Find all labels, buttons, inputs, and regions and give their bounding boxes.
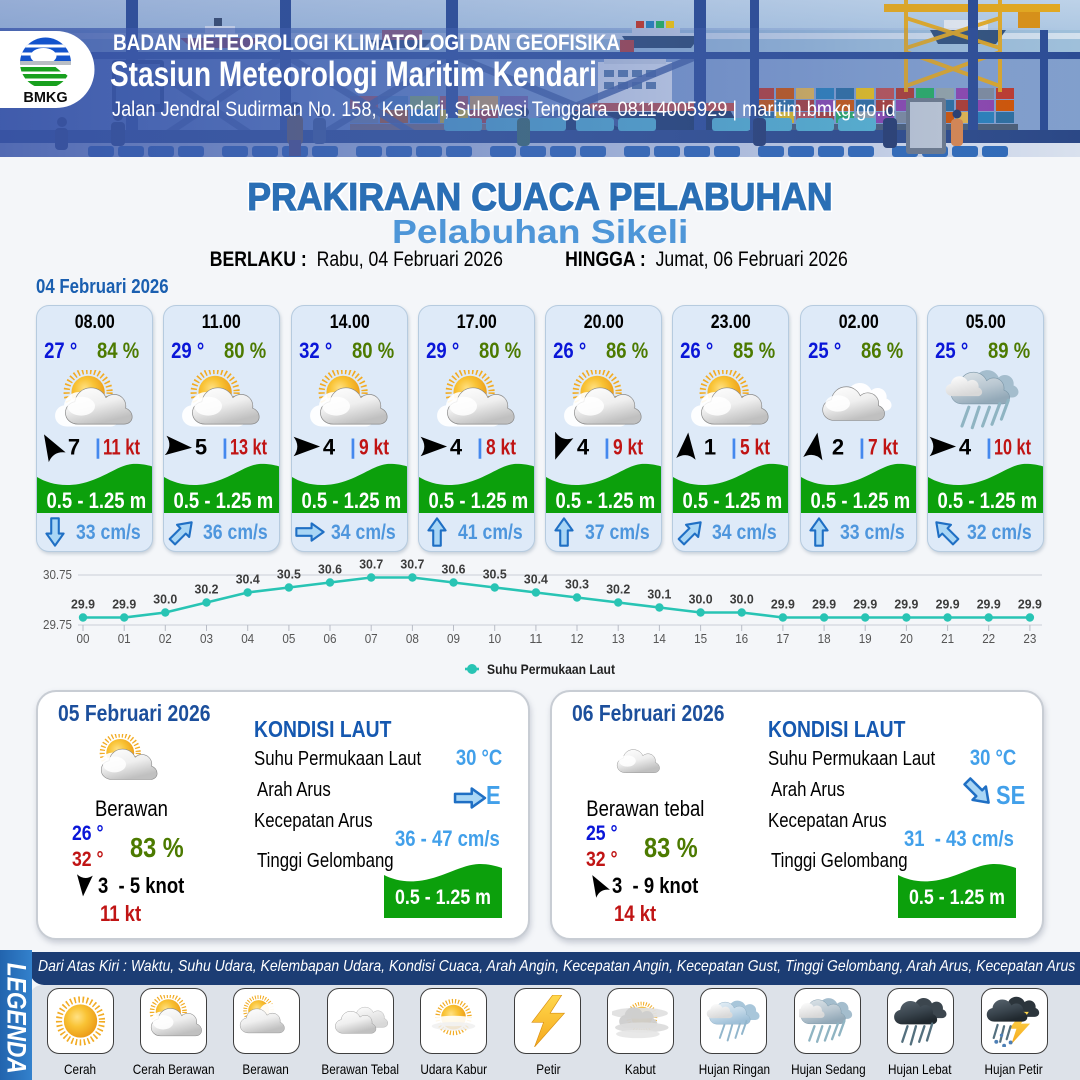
svg-text:|: |	[731, 436, 737, 459]
svg-text:19: 19	[859, 631, 872, 646]
svg-text:BMKG: BMKG	[23, 90, 67, 106]
svg-text:11: 11	[529, 631, 542, 646]
svg-text:01: 01	[118, 631, 131, 646]
svg-text:30.1: 30.1	[647, 587, 671, 602]
svg-text:18: 18	[818, 631, 831, 646]
svg-text:Suhu Permukaan Laut: Suhu Permukaan Laut	[487, 661, 615, 677]
svg-text:07: 07	[365, 631, 378, 646]
svg-text:29.75: 29.75	[43, 618, 72, 632]
svg-text:21: 21	[941, 631, 954, 646]
svg-text:04: 04	[241, 631, 254, 646]
svg-text:30.0: 30.0	[730, 592, 754, 607]
svg-text:0.5 - 1.25 m: 0.5 - 1.25 m	[395, 886, 491, 909]
svg-text:10 kt: 10 kt	[994, 435, 1031, 460]
svg-text:00: 00	[77, 631, 90, 646]
svg-text:30.0: 30.0	[153, 592, 177, 607]
svg-text:30.75: 30.75	[43, 568, 72, 582]
svg-text:2: 2	[832, 435, 844, 460]
svg-text:|: |	[986, 436, 992, 459]
svg-text:09: 09	[447, 631, 460, 646]
svg-text:4: 4	[577, 435, 590, 460]
svg-text:29.9: 29.9	[812, 597, 836, 612]
svg-text:29.9: 29.9	[936, 597, 960, 612]
svg-text:5: 5	[195, 435, 207, 460]
svg-text:30.7: 30.7	[359, 557, 383, 572]
svg-text:06: 06	[324, 631, 337, 646]
svg-text:10: 10	[488, 631, 501, 646]
svg-text:03: 03	[200, 631, 213, 646]
svg-text:30.2: 30.2	[606, 582, 630, 597]
svg-text:29.9: 29.9	[112, 597, 136, 612]
svg-text:17: 17	[776, 631, 789, 646]
svg-text:29.9: 29.9	[853, 597, 877, 612]
svg-text:22: 22	[982, 631, 995, 646]
svg-text:5 kt: 5 kt	[740, 435, 771, 460]
svg-text:13 kt: 13 kt	[230, 435, 267, 460]
svg-text:30.5: 30.5	[483, 567, 507, 582]
svg-text:0.5 - 1.25 m: 0.5 - 1.25 m	[909, 886, 1005, 909]
svg-text:|: |	[222, 436, 228, 459]
svg-text:23: 23	[1023, 631, 1036, 646]
svg-text:1: 1	[704, 435, 716, 460]
svg-text:30.5: 30.5	[277, 567, 301, 582]
svg-text:30.6: 30.6	[442, 562, 466, 577]
svg-text:|: |	[95, 436, 101, 459]
svg-text:4: 4	[959, 435, 972, 460]
svg-text:15: 15	[694, 631, 707, 646]
svg-text:29.9: 29.9	[71, 597, 95, 612]
svg-text:4: 4	[450, 435, 463, 460]
svg-text:30.2: 30.2	[195, 582, 219, 597]
svg-text:|: |	[350, 436, 356, 459]
svg-text:8 kt: 8 kt	[486, 435, 517, 460]
svg-text:29.9: 29.9	[1018, 597, 1042, 612]
svg-text:29.9: 29.9	[771, 597, 795, 612]
svg-text:30.0: 30.0	[689, 592, 713, 607]
svg-text:29.9: 29.9	[894, 597, 918, 612]
svg-text:11 kt: 11 kt	[103, 435, 141, 460]
svg-text:7 kt: 7 kt	[868, 435, 899, 460]
svg-text:30.7: 30.7	[400, 557, 424, 572]
svg-text:9 kt: 9 kt	[359, 435, 390, 460]
svg-text:4: 4	[323, 435, 336, 460]
svg-text:13: 13	[612, 631, 625, 646]
svg-text:30.4: 30.4	[524, 572, 549, 587]
svg-text:|: |	[859, 436, 865, 459]
svg-text:20: 20	[900, 631, 913, 646]
svg-text:05: 05	[282, 631, 295, 646]
svg-text:12: 12	[571, 631, 584, 646]
svg-text:|: |	[477, 436, 483, 459]
svg-text:|: |	[604, 436, 610, 459]
svg-text:16: 16	[735, 631, 748, 646]
svg-text:29.9: 29.9	[977, 597, 1001, 612]
svg-text:08: 08	[406, 631, 419, 646]
svg-text:30.6: 30.6	[318, 562, 342, 577]
svg-text:02: 02	[159, 631, 172, 646]
svg-text:7: 7	[68, 435, 80, 460]
svg-text:9 kt: 9 kt	[613, 435, 644, 460]
svg-text:30.3: 30.3	[565, 577, 589, 592]
svg-text:30.4: 30.4	[236, 572, 261, 587]
svg-text:14: 14	[653, 631, 666, 646]
